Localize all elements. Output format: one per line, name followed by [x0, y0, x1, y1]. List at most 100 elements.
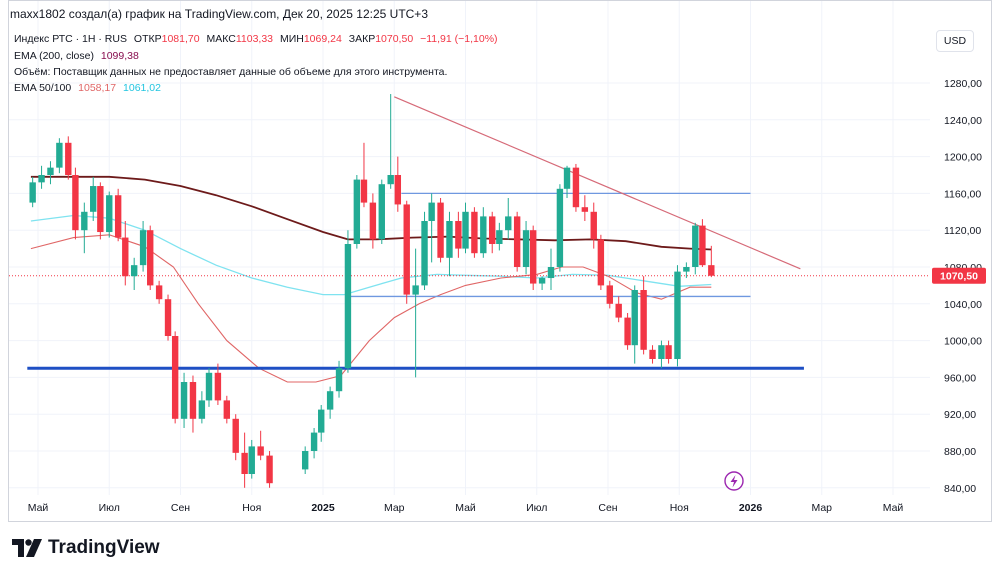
x-tick-label: Июл: [526, 502, 547, 514]
legend-ema200-row[interactable]: EMA (200, close) 1099,38: [14, 50, 143, 62]
candle-body: [421, 221, 428, 286]
x-tick-label: Сен: [171, 502, 190, 514]
x-tick-label: Май: [28, 502, 49, 514]
candle-body: [658, 345, 665, 359]
candle: [241, 432, 248, 488]
candle-body: [522, 230, 530, 267]
candle: [65, 136, 72, 180]
legend-ema-pair-row[interactable]: EMA 50/100 1058,17 1061,02: [14, 82, 165, 94]
candle: [513, 211, 521, 272]
tradingview-logo[interactable]: TradingView: [12, 536, 160, 560]
candle-body: [471, 211, 478, 254]
candle-body: [65, 142, 72, 175]
candle-body: [223, 400, 231, 419]
candle-body: [97, 186, 104, 233]
candle: [72, 167, 79, 240]
candle: [572, 163, 580, 212]
candle-body: [106, 195, 113, 233]
candle-body: [155, 285, 163, 300]
candle-body: [513, 216, 521, 267]
candle: [563, 165, 571, 198]
candle-body: [674, 271, 681, 359]
candle: [480, 207, 487, 258]
candle: [631, 285, 638, 364]
x-tick-label: Мар: [384, 502, 405, 514]
candle-body: [538, 278, 546, 284]
low-value: 1069,24: [303, 33, 342, 45]
candle: [496, 222, 503, 251]
legend-main-row: Индекс РТС · 1Н · RUS ОТКР1081,70 МАКС11…: [14, 33, 502, 45]
candle-body: [326, 391, 334, 410]
candle: [640, 276, 647, 355]
candle: [171, 331, 179, 424]
tradingview-logo-icon: [12, 539, 42, 557]
candle: [29, 176, 36, 208]
x-tick-label: 2026: [739, 502, 763, 514]
candle: [428, 193, 435, 263]
candle-body: [189, 382, 197, 419]
candle-body: [412, 285, 419, 295]
candle: [214, 363, 222, 405]
time-axis: Май Июл Сен Ноя 2025 Мар Май Июл Сен Ноя 2026 Мар Ма…: [28, 502, 904, 514]
candle: [326, 386, 334, 419]
candle: [412, 248, 419, 378]
last-price-tag: [932, 267, 986, 284]
high-label: МАКС: [206, 33, 236, 45]
candle: [421, 211, 428, 290]
candle: [189, 375, 197, 433]
candle-body: [649, 349, 656, 359]
lightning-icon-bolt: [730, 475, 738, 488]
y-tick-label: 840,00: [944, 483, 976, 495]
candle: [369, 193, 377, 249]
candle: [198, 391, 206, 424]
chart-frame: [8, 0, 992, 522]
candle-body: [122, 237, 129, 277]
y-tick-label: 1160,00: [944, 188, 981, 200]
high-value: 1103,33: [235, 33, 274, 45]
ema200-value: 1099,38: [100, 50, 139, 62]
candle: [683, 262, 690, 279]
candle-body: [171, 336, 179, 419]
open-label: ОТКР: [133, 33, 162, 45]
candle: [437, 198, 444, 263]
y-tick-label: 1000,00: [944, 336, 982, 348]
currency-button[interactable]: USD: [936, 30, 974, 52]
lightning-icon[interactable]: [724, 471, 744, 491]
candle: [649, 345, 656, 364]
candle: [658, 340, 665, 369]
candle: [232, 414, 239, 461]
candle-body: [505, 216, 512, 231]
y-tick-label: 960,00: [944, 372, 976, 384]
candle-body: [387, 175, 394, 185]
candle: [708, 245, 715, 278]
x-tick-label: Май: [883, 502, 904, 514]
candle-body: [547, 267, 555, 279]
candle: [556, 184, 564, 272]
symbol-label[interactable]: Индекс РТС · 1Н · RUS: [14, 33, 127, 45]
low-label: МИН: [279, 33, 304, 45]
x-tick-label: 2025: [311, 502, 335, 514]
ema200-line: [30, 175, 712, 251]
y-tick-label: 1240,00: [944, 115, 982, 127]
candle-body: [266, 455, 273, 484]
ema-pair-label: EMA 50/100: [14, 82, 72, 94]
candle-body: [590, 211, 597, 240]
candle-body: [139, 230, 147, 266]
close-value: 1070,50: [375, 33, 414, 45]
candle-body: [665, 345, 672, 359]
candle-body: [394, 175, 402, 205]
candle: [597, 234, 605, 290]
open-value: 1081,70: [161, 33, 200, 45]
candle: [266, 451, 273, 488]
candle: [529, 225, 537, 290]
candle: [547, 248, 555, 290]
ema100-value: 1061,02: [123, 82, 161, 94]
candle-body: [114, 195, 122, 238]
candle-body: [164, 299, 172, 336]
candle-body: [353, 179, 361, 244]
candle-body: [344, 244, 352, 369]
candle: [257, 430, 264, 461]
candle-body: [29, 182, 36, 203]
candle-body: [480, 216, 487, 254]
